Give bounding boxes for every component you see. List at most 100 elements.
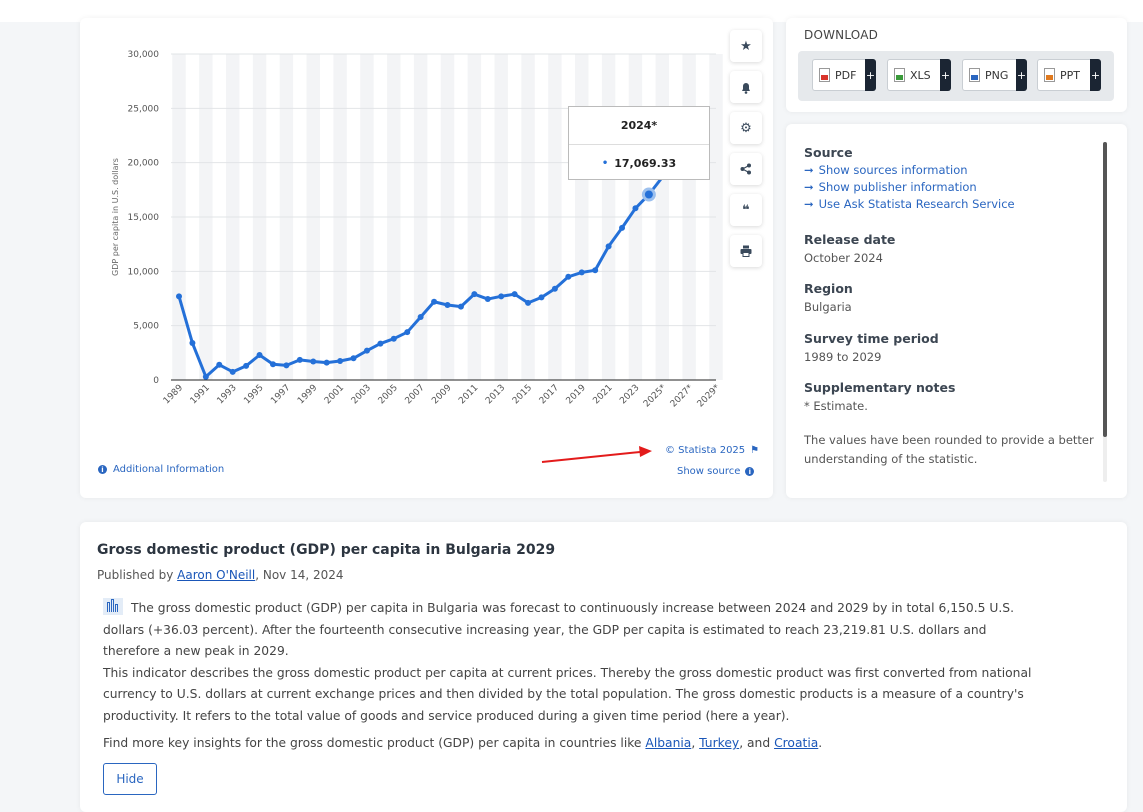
data-point	[189, 340, 196, 347]
copyright-link[interactable]: © Statista 2025 ⚑	[665, 445, 759, 456]
star-icon[interactable]: ★	[730, 30, 762, 62]
ask-statista-link[interactable]: ➞ Use Ask Statista Research Service	[804, 197, 1015, 211]
gdp-line-chart: 0 5,000 10,000 15,000 20,000 25,000 30,000 198…	[111, 50, 723, 410]
data-point	[592, 267, 599, 274]
x-tick-label: 2011	[457, 383, 480, 406]
data-point	[578, 269, 585, 276]
download-pdf-button[interactable]: PDF +	[812, 59, 876, 91]
pdf-file-icon	[819, 68, 830, 82]
x-tick-label: 1997	[269, 383, 292, 406]
data-point	[310, 358, 317, 365]
flag-icon: ⚑	[750, 445, 760, 456]
x-tick-label: 2029*	[696, 383, 723, 410]
download-png-button[interactable]: PNG +	[962, 59, 1027, 91]
data-point	[404, 329, 411, 336]
x-tick-label: 2017	[538, 383, 561, 406]
data-point	[323, 359, 330, 366]
survey-title: Survey time period	[804, 331, 939, 346]
region-section: Region Bulgaria	[804, 281, 853, 314]
data-point	[296, 356, 303, 363]
ppt-file-icon	[1044, 68, 1055, 82]
description-body: The gross domestic product (GDP) per cap…	[103, 598, 1043, 755]
download-png-label: PNG	[985, 68, 1009, 82]
data-point	[256, 352, 263, 359]
y-tick-label: 15,000	[128, 213, 160, 223]
period: .	[818, 736, 823, 750]
bell-icon[interactable]	[730, 71, 762, 103]
country-link-albania[interactable]: Albania	[645, 736, 692, 750]
notes-value: * Estimate.	[804, 399, 868, 413]
download-ppt-button[interactable]: PPT +	[1037, 59, 1101, 91]
chart-tooltip: 2024* • 17,069.33	[568, 106, 710, 180]
data-point	[632, 205, 639, 212]
published-prefix: Published by	[97, 568, 178, 582]
region-title: Region	[804, 281, 853, 296]
data-point	[202, 373, 209, 380]
additional-info-link[interactable]: i Additional Information	[98, 464, 224, 475]
show-sources-label: Show sources information	[818, 163, 968, 177]
data-point	[390, 335, 397, 342]
download-xls-label: XLS	[910, 68, 931, 82]
print-icon[interactable]	[730, 235, 762, 267]
download-title: DOWNLOAD	[804, 28, 879, 42]
scrollbar-thumb[interactable]	[1103, 142, 1107, 437]
notes-section: Supplementary notes * Estimate. The valu…	[804, 380, 1094, 469]
separator: , and	[739, 736, 775, 750]
data-point	[283, 362, 290, 369]
bar-chart-icon	[103, 598, 123, 615]
author-link[interactable]: Aaron O'Neill	[177, 568, 256, 582]
statistic-title: Gross domestic product (GDP) per capita …	[97, 542, 556, 558]
show-sources-link[interactable]: ➞ Show sources information	[804, 163, 1015, 177]
share-icon[interactable]	[730, 153, 762, 185]
png-file-icon	[969, 68, 980, 82]
data-point	[444, 302, 451, 309]
country-link-turkey[interactable]: Turkey	[699, 736, 740, 750]
description-card: Gross domestic product (GDP) per capita …	[80, 522, 1127, 812]
hide-button[interactable]: Hide	[103, 763, 157, 795]
info-icon: i	[98, 465, 107, 474]
download-panel: PDF + XLS + PNG + PPT +	[798, 51, 1114, 101]
info-card: Source ➞ Show sources information ➞ Show p…	[786, 124, 1127, 498]
ask-statista-label: Use Ask Statista Research Service	[818, 197, 1015, 211]
quote-icon[interactable]: ❝	[730, 194, 762, 226]
x-tick-label: 2013	[484, 383, 507, 406]
copyright-text: © Statista 2025	[665, 445, 746, 456]
data-point	[538, 294, 545, 301]
x-tick-label: 2027*	[669, 383, 696, 410]
survey-section: Survey time period 1989 to 2029	[804, 331, 939, 364]
country-link-croatia[interactable]: Croatia	[774, 736, 819, 750]
data-point	[417, 313, 424, 320]
data-point	[484, 296, 491, 303]
data-point	[471, 291, 478, 298]
plus-icon: +	[1016, 59, 1027, 91]
show-source-text: Show source	[677, 466, 741, 477]
tooltip-value-row: • 17,069.33	[569, 145, 709, 181]
y-tick-label: 20,000	[128, 159, 160, 169]
region-value: Bulgaria	[804, 300, 852, 314]
data-point	[377, 340, 384, 347]
release-section: Release date October 2024	[804, 232, 895, 265]
top-strip	[0, 0, 1143, 22]
data-point	[605, 243, 612, 250]
x-tick-label: 2003	[350, 383, 373, 406]
y-tick-label: 0	[153, 376, 159, 386]
release-value: October 2024	[804, 251, 883, 265]
y-tick-label: 10,000	[128, 267, 160, 277]
x-tick-label: 2007	[404, 383, 427, 406]
download-xls-button[interactable]: XLS +	[887, 59, 951, 91]
published-line: Published by Aaron O'Neill, Nov 14, 2024	[97, 568, 344, 582]
download-ppt-label: PPT	[1060, 68, 1080, 82]
chart-card: 0 5,000 10,000 15,000 20,000 25,000 30,000 198…	[80, 18, 773, 498]
x-tick-label: 2021	[591, 383, 614, 406]
tooltip-year: 2024*	[569, 107, 709, 145]
separator: ,	[691, 736, 700, 750]
show-publisher-link[interactable]: ➞ Show publisher information	[804, 180, 1015, 194]
gear-icon[interactable]: ⚙	[730, 112, 762, 144]
show-source-link[interactable]: Show source i	[677, 466, 755, 477]
y-tick-label: 25,000	[128, 104, 160, 114]
y-axis-label: GDP per capita in U.S. dollars	[111, 158, 120, 276]
info-icon: i	[745, 467, 755, 476]
data-point	[619, 224, 626, 231]
x-tick-label: 2001	[323, 383, 346, 406]
data-point	[525, 299, 532, 306]
